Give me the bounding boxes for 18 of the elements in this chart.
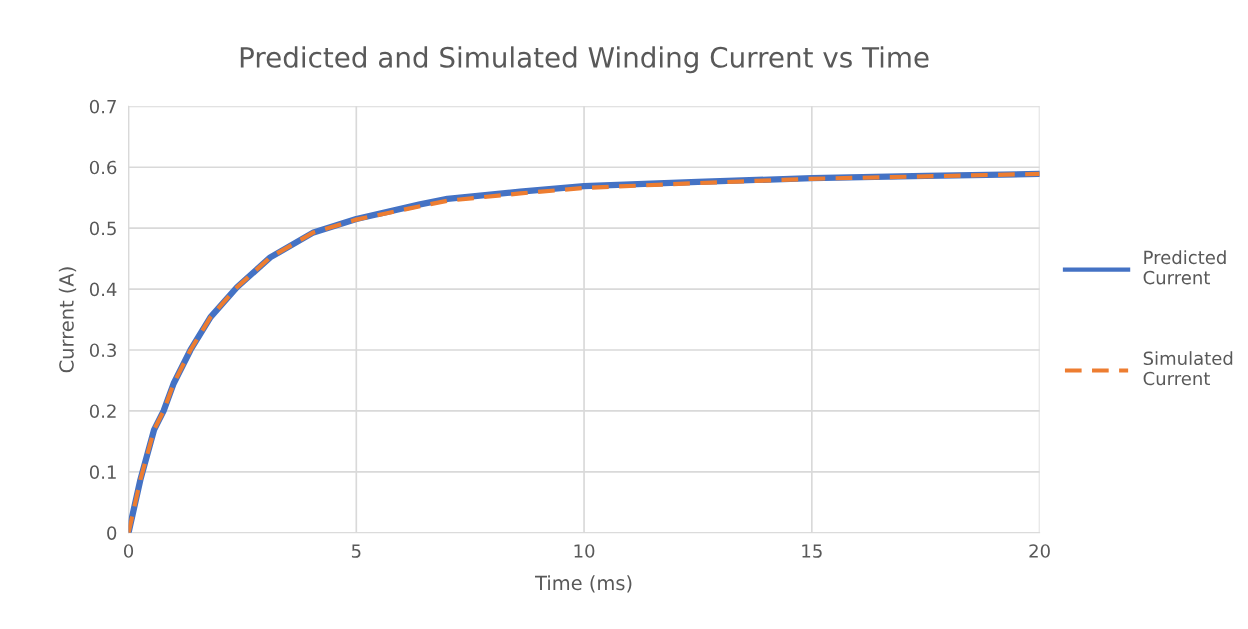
y-tick-label: 0: [107, 526, 117, 540]
y-tick-label: 0.1: [89, 465, 116, 479]
x-tick-label: 15: [802, 544, 822, 558]
y-tick-label: 0.4: [89, 282, 117, 297]
y-tick-label: 0.5: [89, 221, 116, 236]
y-axis-title: Current (A): [58, 267, 77, 373]
y-tick-label: 0.3: [89, 343, 116, 358]
x-tick-label: 10: [574, 544, 595, 558]
legend-label: Predicted Current: [1143, 250, 1226, 285]
x-tick-label: 5: [351, 544, 361, 558]
x-tick-label: 0: [123, 544, 134, 558]
x-tick-label: 20: [1029, 544, 1050, 558]
x-axis-title: Time (ms): [535, 575, 632, 593]
chart-title: Predicted and Simulated Winding Current vs Time: [240, 46, 929, 74]
y-tick-label: 0.7: [89, 99, 116, 114]
y-tick-label: 0.2: [89, 404, 116, 419]
y-tick-label: 0.6: [89, 160, 117, 175]
legend-label: Simulated Current: [1143, 351, 1233, 386]
